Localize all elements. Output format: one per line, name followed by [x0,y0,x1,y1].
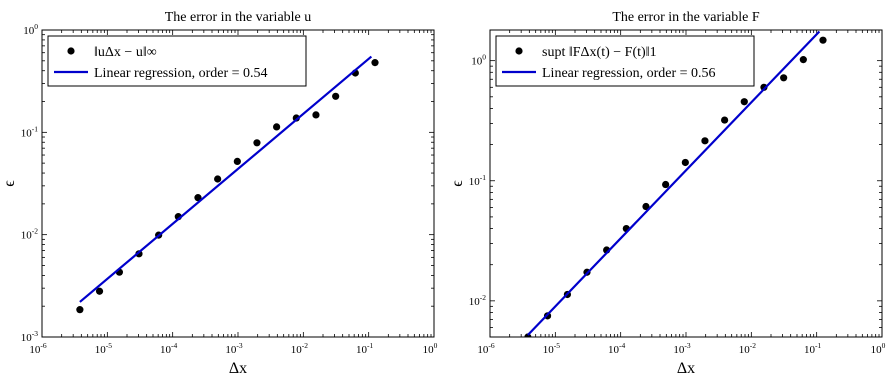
y-axis-label: ϵ [1,180,18,187]
legend-box [47,35,307,87]
x-tick-label: 10-4 [608,341,625,356]
legend: ‖uΔx − u‖∞ Linear regression, order = 0.5… [47,35,307,87]
x-tick-label: 10-4 [160,341,177,356]
legend-box [495,35,755,87]
data-point [780,74,788,82]
x-tick-label: 100 [871,341,886,356]
regression-line [79,55,373,303]
axis-frame [489,29,883,338]
y-tick-label: 10-1 [469,173,486,188]
y-tick-label: 100 [471,53,486,68]
data-point [253,139,261,147]
y-tick-label: 10-2 [469,293,486,308]
legend-label: supt ‖FΔx(t) − F(t)‖1 [542,45,657,60]
y-tick-label: 10-2 [21,227,38,242]
x-tick-label: 10-6 [477,341,494,356]
data-point [214,175,222,183]
legend-point-swatch [67,47,75,55]
x-tick-label: 100 [423,341,438,356]
data-point [292,114,300,122]
legend: supt ‖FΔx(t) − F(t)‖1 Linear regression, … [495,35,755,87]
x-tick-label: 10-6 [29,341,46,356]
data-point [740,98,748,106]
data-point [799,56,807,64]
legend-point-swatch [515,47,523,55]
legend-label: Linear regression, order = 0.56 [542,66,716,81]
data-point [819,36,827,44]
chart-title: The error in the variable F [612,10,760,25]
data-point [721,116,729,124]
data-point [332,92,340,100]
data-point [273,123,281,131]
axis-frame [41,29,435,338]
y-tick-label: 10-3 [21,329,38,344]
data-point [701,137,709,145]
x-axis-label: Δx [677,360,695,377]
chart-title: The error in the variable u [165,10,312,25]
x-tick-label: 10-2 [739,341,756,356]
x-tick-label: 10-2 [291,341,308,356]
data-point [371,59,379,67]
legend-label: Linear regression, order = 0.54 [94,66,268,81]
data-point [312,111,320,119]
x-tick-label: 10-1 [804,341,821,356]
series-layer [524,30,827,337]
data-point [642,202,650,211]
chart-panel-0: 10-6 10-5 10-4 10-3 10-2 10-1 100 10-3 10-2 10-1 1… [1,10,438,377]
y-tick-label: 10-1 [21,124,38,139]
chart-panel-1: 10-6 10-5 10-4 10-3 10-2 10-1 100 10-2 10-1 100 Th… [449,10,886,377]
data-point [95,287,104,295]
regression-line [527,30,821,336]
x-tick-label: 10-3 [225,341,242,356]
x-tick-label: 10-5 [95,341,112,356]
data-point [233,157,241,165]
data-point [760,83,768,91]
x-axis-label: Δx [229,360,247,377]
data-point [194,194,202,202]
y-axis-label: ϵ [449,180,466,187]
data-point [76,306,84,314]
data-point [662,180,670,189]
legend-label: ‖uΔx − u‖∞ [94,45,157,60]
y-tick-label: 100 [23,22,38,37]
x-tick-label: 10-5 [543,341,560,356]
x-tick-label: 10-1 [356,341,373,356]
data-point [681,158,689,167]
series-layer [76,55,379,314]
x-tick-label: 10-3 [673,341,690,356]
